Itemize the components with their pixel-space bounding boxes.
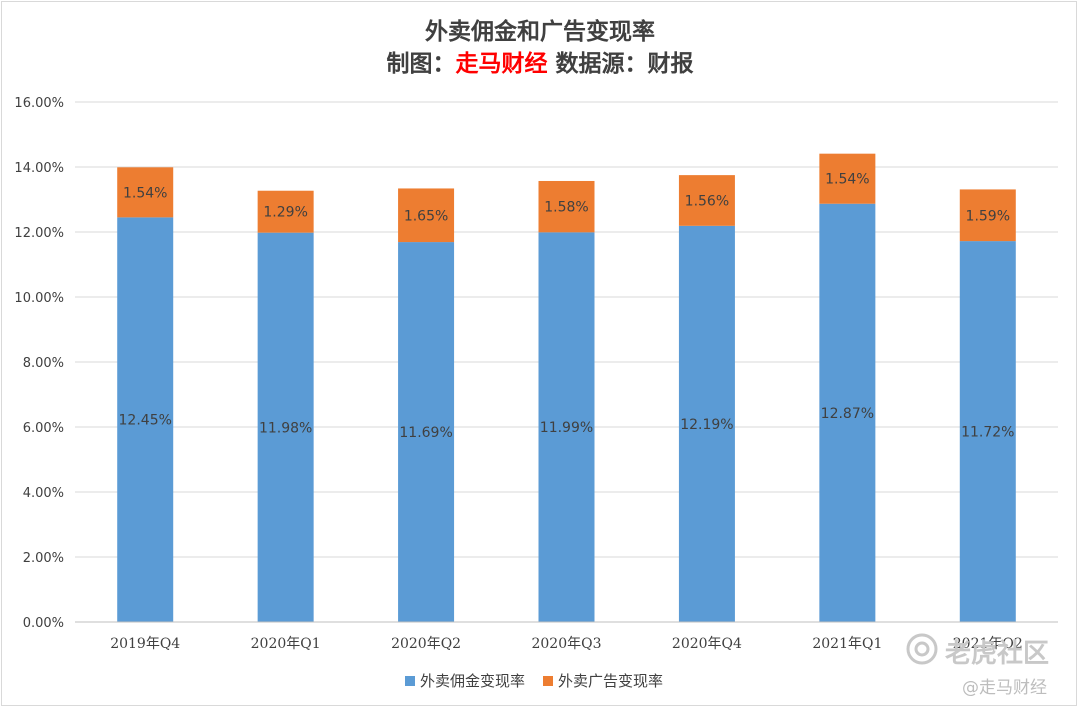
data-label-ads: 1.65% xyxy=(404,208,448,224)
y-tick-label: 10.00% xyxy=(14,291,64,306)
legend-swatch-ads xyxy=(543,676,553,686)
bar-commission xyxy=(678,225,735,622)
data-label-commission: 12.87% xyxy=(821,406,874,422)
data-label-ads: 1.29% xyxy=(263,205,307,221)
legend-swatch-commission xyxy=(405,676,415,686)
bar-commission xyxy=(959,241,1016,622)
watermark-logo xyxy=(905,632,939,666)
bar-commission xyxy=(398,242,455,622)
x-tick-label: 2021年Q1 xyxy=(812,636,882,652)
y-tick-label: 8.00% xyxy=(23,356,64,371)
data-label-commission: 11.99% xyxy=(540,420,593,436)
x-tick-label: 2020年Q4 xyxy=(672,636,742,652)
legend-label-ads: 外卖广告变现率 xyxy=(558,672,663,690)
data-label-ads: 1.56% xyxy=(685,193,729,209)
data-label-commission: 11.72% xyxy=(961,425,1014,441)
y-tick-label: 12.00% xyxy=(14,226,64,241)
data-label-commission: 11.98% xyxy=(259,420,312,436)
y-tick-label: 4.00% xyxy=(23,486,64,501)
bar-ads xyxy=(117,167,174,218)
x-tick-label: 2021年Q2 xyxy=(953,636,1023,652)
bar-commission xyxy=(117,217,174,622)
bar-commission xyxy=(257,232,314,622)
y-tick-label: 6.00% xyxy=(23,421,64,436)
x-tick-label: 2020年Q2 xyxy=(391,636,461,652)
data-label-ads: 1.54% xyxy=(123,185,167,201)
bar-ads xyxy=(819,153,876,204)
bar-ads xyxy=(257,190,314,233)
data-label-commission: 12.45% xyxy=(119,413,172,429)
y-tick-label: 14.00% xyxy=(14,161,64,176)
y-tick-label: 16.00% xyxy=(14,96,64,111)
data-label-commission: 12.19% xyxy=(680,417,733,433)
y-tick-label: 0.00% xyxy=(23,616,64,631)
chart-subtitle: 制图：走马财经 数据源：财报 xyxy=(0,44,1080,78)
watermark-main: 老虎社区 xyxy=(945,639,1050,669)
bar-ads xyxy=(678,175,735,226)
bar-ads xyxy=(538,180,595,233)
bar-ads xyxy=(959,189,1016,242)
bar-commission xyxy=(538,232,595,622)
subtitle-prefix: 制图： xyxy=(386,50,456,77)
watermark-sub: @走马财经 xyxy=(962,678,1047,698)
x-tick-label: 2019年Q4 xyxy=(110,636,180,652)
data-label-ads: 1.54% xyxy=(825,172,869,188)
data-label-ads: 1.59% xyxy=(966,208,1010,224)
legend-label-commission: 外卖佣金变现率 xyxy=(420,672,525,690)
y-tick-label: 2.00% xyxy=(23,551,64,566)
x-tick-label: 2020年Q3 xyxy=(531,636,601,652)
tiger-logo-icon xyxy=(906,633,938,665)
data-label-commission: 11.69% xyxy=(399,425,452,441)
bar-commission xyxy=(819,203,876,622)
data-label-ads: 1.58% xyxy=(544,200,588,216)
bar-ads xyxy=(398,188,455,243)
subtitle-suffix: 数据源：财报 xyxy=(547,50,694,77)
chart-title: 外卖佣金和广告变现率 xyxy=(425,18,655,45)
x-tick-label: 2020年Q1 xyxy=(251,636,321,652)
subtitle-brand: 走马财经 xyxy=(455,50,548,77)
